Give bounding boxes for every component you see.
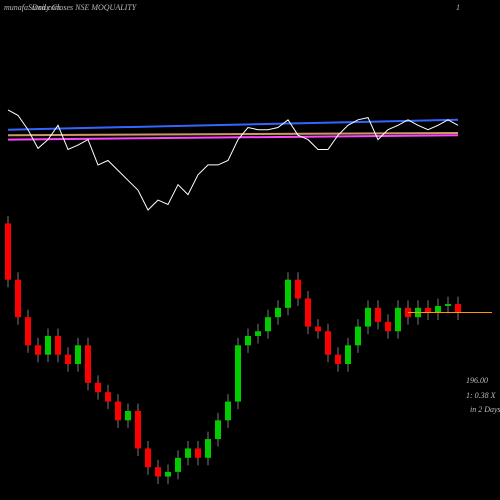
- candle-body: [435, 305, 441, 313]
- candle-body: [135, 410, 141, 449]
- candle-body: [35, 345, 41, 355]
- candle-body: [5, 223, 11, 280]
- candle-body: [105, 392, 111, 402]
- candle-body: [385, 321, 391, 332]
- candle-body: [115, 401, 121, 421]
- price-label: 196.00: [466, 376, 488, 385]
- candle-body: [185, 448, 191, 458]
- period-label: in 2 Days: [470, 405, 500, 414]
- candle-body: [175, 457, 181, 472]
- candle-body: [155, 467, 161, 477]
- indicator-line: [7, 132, 459, 137]
- candle-body: [205, 439, 211, 458]
- candle-body: [125, 410, 131, 421]
- candle-body: [235, 345, 241, 402]
- candle-body: [225, 401, 231, 421]
- candle-body: [85, 345, 91, 383]
- candle-body: [255, 331, 261, 336]
- candle-body: [195, 448, 201, 458]
- candle-body: [275, 307, 281, 318]
- indicator-line: [7, 109, 459, 211]
- candle-body: [165, 471, 171, 477]
- indicator-line: [7, 134, 459, 141]
- candle-body: [375, 307, 381, 322]
- candle-body: [355, 326, 361, 346]
- candle-body: [25, 317, 31, 346]
- candle-body: [265, 317, 271, 332]
- candle-body: [335, 354, 341, 365]
- indicator-line: [7, 118, 459, 131]
- site: munafaSutra.com: [4, 3, 61, 12]
- candle-body: [345, 345, 351, 365]
- candle-body: [145, 448, 151, 468]
- candle-body: [325, 331, 331, 355]
- candle-body: [55, 335, 61, 355]
- corner-label: 1: [456, 3, 460, 12]
- candle-body: [285, 279, 291, 308]
- candle-body: [215, 420, 221, 440]
- candle-body: [425, 307, 431, 313]
- volume-label: 1: 0.38 X: [466, 391, 497, 400]
- candle-body: [395, 307, 401, 332]
- candle-body: [315, 326, 321, 332]
- candle-body: [295, 279, 301, 299]
- candle-body: [15, 279, 21, 318]
- candle-body: [75, 345, 81, 365]
- candle-body: [445, 304, 451, 306]
- candle-body: [45, 335, 51, 355]
- chart-title: Daily Closes NSE MOQUALITY: [31, 3, 138, 12]
- candle-body: [95, 382, 101, 393]
- candle-body: [365, 307, 371, 327]
- candle-body: [245, 335, 251, 346]
- candle-body: [455, 304, 461, 313]
- candle-body: [305, 298, 311, 327]
- candle-body: [65, 354, 71, 365]
